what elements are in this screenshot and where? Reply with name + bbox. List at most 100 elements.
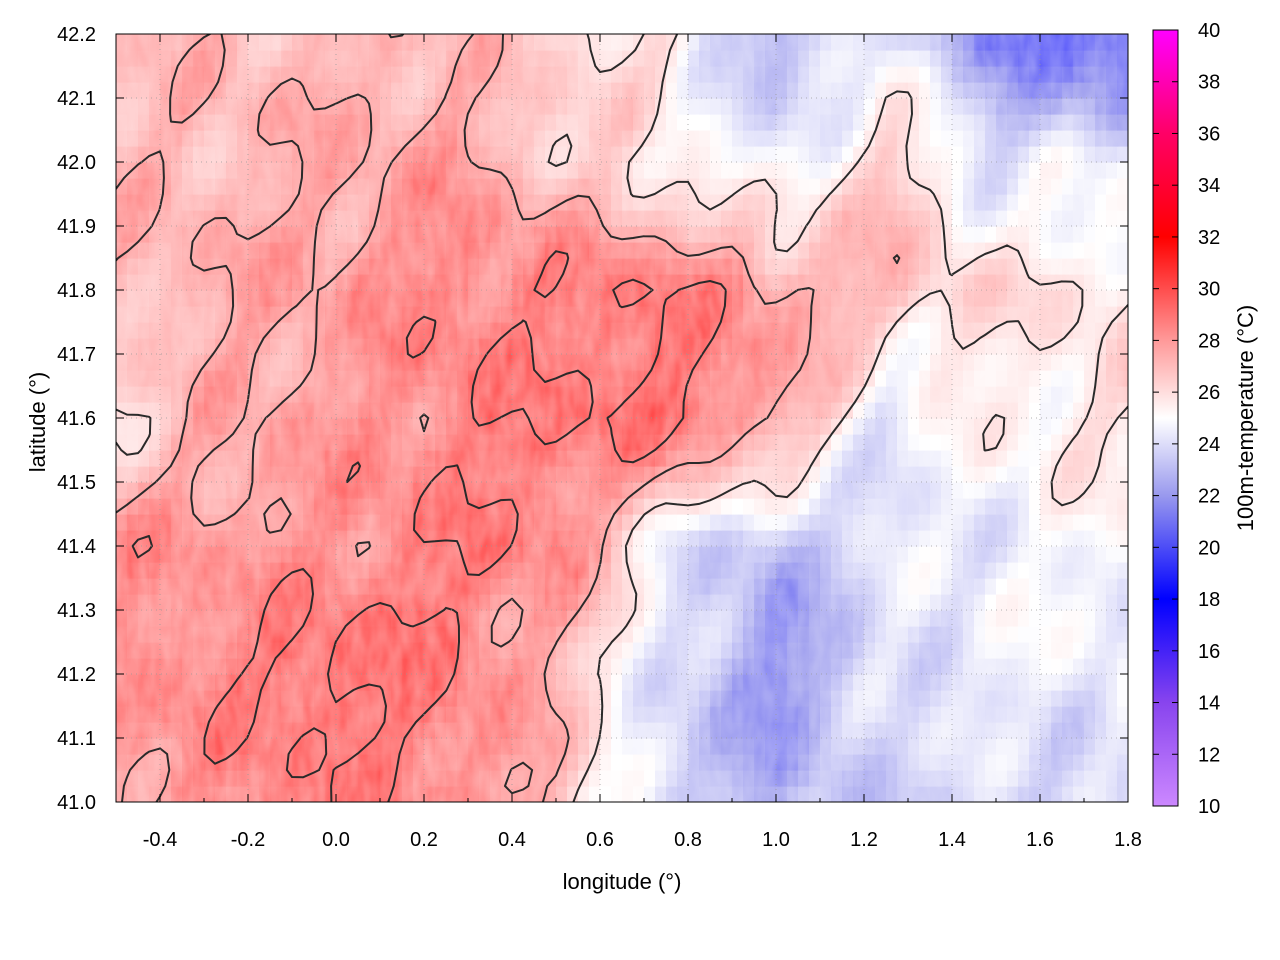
heatmap-cell xyxy=(721,498,733,515)
heatmap-cell xyxy=(116,658,128,675)
heatmap-cell xyxy=(831,690,843,707)
heatmap-cell xyxy=(732,626,744,643)
heatmap-cell xyxy=(930,530,942,547)
heatmap-cell xyxy=(754,466,766,483)
heatmap-cell xyxy=(391,610,403,627)
heatmap-cell xyxy=(138,642,150,659)
heatmap-cell xyxy=(545,98,557,115)
heatmap-cell xyxy=(358,434,370,451)
heatmap-cell xyxy=(776,450,788,467)
heatmap-cell xyxy=(215,434,227,451)
heatmap-cell xyxy=(908,754,920,771)
heatmap-cell xyxy=(908,626,920,643)
heatmap-cell xyxy=(908,722,920,739)
heatmap-cell xyxy=(347,290,359,307)
heatmap-cell xyxy=(721,610,733,627)
heatmap-cell xyxy=(809,418,821,435)
heatmap-cell xyxy=(1117,82,1128,99)
heatmap-cell xyxy=(919,306,931,323)
heatmap-cell xyxy=(402,530,414,547)
heatmap-cell xyxy=(1062,194,1074,211)
heatmap-cell xyxy=(776,114,788,131)
heatmap-cell xyxy=(501,418,513,435)
heatmap-cell xyxy=(380,306,392,323)
heatmap-cell xyxy=(908,354,920,371)
heatmap-cell xyxy=(974,482,986,499)
heatmap-cell xyxy=(820,322,832,339)
heatmap-cell xyxy=(633,450,645,467)
heatmap-cell xyxy=(380,354,392,371)
heatmap-cell xyxy=(303,466,315,483)
heatmap-cell xyxy=(248,722,260,739)
heatmap-cell xyxy=(446,242,458,259)
heatmap-cell xyxy=(347,226,359,243)
heatmap-cell xyxy=(391,706,403,723)
heatmap-cell xyxy=(567,514,579,531)
heatmap-cell xyxy=(897,738,909,755)
heatmap-cell xyxy=(743,642,755,659)
heatmap-cell xyxy=(831,82,843,99)
heatmap-cell xyxy=(1117,594,1128,611)
heatmap-cell xyxy=(776,418,788,435)
heatmap-cell xyxy=(193,226,205,243)
heatmap-cell xyxy=(1018,178,1030,195)
heatmap-cell xyxy=(886,594,898,611)
x-tick-label: 0.4 xyxy=(498,829,526,851)
colorbar-tick-label: 14 xyxy=(1198,693,1220,715)
heatmap-cell xyxy=(710,66,722,83)
heatmap-cell xyxy=(567,754,579,771)
heatmap-cell xyxy=(402,354,414,371)
heatmap-cell xyxy=(985,786,997,802)
heatmap-cell xyxy=(523,178,535,195)
heatmap-cell xyxy=(391,754,403,771)
heatmap-cell xyxy=(534,514,546,531)
heatmap-cell xyxy=(963,210,975,227)
heatmap-cell xyxy=(567,146,579,163)
heatmap-cell xyxy=(391,514,403,531)
heatmap-cell xyxy=(820,658,832,675)
heatmap-cell xyxy=(820,786,832,802)
heatmap-cell xyxy=(556,706,568,723)
heatmap-cell xyxy=(281,146,293,163)
heatmap-cell xyxy=(996,338,1008,355)
heatmap-cell xyxy=(259,226,271,243)
heatmap-cell xyxy=(380,210,392,227)
heatmap-cell xyxy=(809,690,821,707)
heatmap-cell xyxy=(380,418,392,435)
heatmap-cell xyxy=(358,546,370,563)
heatmap-cell xyxy=(435,594,447,611)
heatmap-cell xyxy=(204,274,216,291)
heatmap-cell xyxy=(490,578,502,595)
heatmap-cell xyxy=(281,610,293,627)
heatmap-cell xyxy=(589,562,601,579)
heatmap-cell xyxy=(314,418,326,435)
heatmap-cell xyxy=(325,130,337,147)
heatmap-cell xyxy=(479,322,491,339)
heatmap-cell xyxy=(699,162,711,179)
heatmap-cell xyxy=(402,434,414,451)
heatmap-cell xyxy=(589,722,601,739)
heatmap-cell xyxy=(688,786,700,802)
heatmap-cell xyxy=(215,786,227,802)
heatmap-cell xyxy=(710,418,722,435)
heatmap-cell xyxy=(512,578,524,595)
heatmap-cell xyxy=(501,258,513,275)
heatmap-cell xyxy=(798,402,810,419)
heatmap-cell xyxy=(413,434,425,451)
heatmap-cell xyxy=(1106,34,1118,51)
heatmap-cell xyxy=(1106,466,1118,483)
heatmap-cell xyxy=(886,434,898,451)
heatmap-cell xyxy=(1073,338,1085,355)
heatmap-cell xyxy=(1073,50,1085,67)
heatmap-cell xyxy=(1117,50,1128,67)
heatmap-cell xyxy=(655,706,667,723)
heatmap-cell xyxy=(721,162,733,179)
heatmap-cell xyxy=(391,194,403,211)
heatmap-cell xyxy=(468,738,480,755)
heatmap-cell xyxy=(710,626,722,643)
heatmap-cell xyxy=(1040,722,1052,739)
heatmap-cell xyxy=(908,322,920,339)
heatmap-cell xyxy=(655,50,667,67)
heatmap-cell xyxy=(952,322,964,339)
heatmap-cell xyxy=(149,482,161,499)
